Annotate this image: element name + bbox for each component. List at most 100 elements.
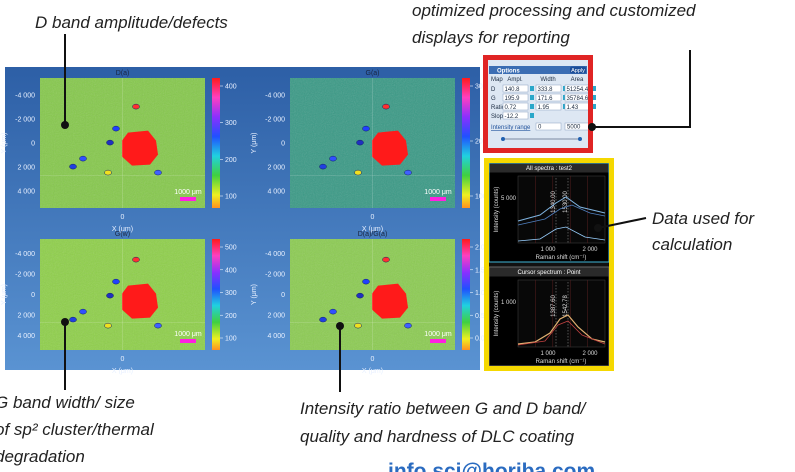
defect-spot — [382, 103, 390, 110]
colorbar-label: 100 — [475, 194, 487, 201]
y-tick-label: 4 000 — [17, 189, 35, 196]
defect-region — [122, 283, 158, 319]
row-label: Ratio — [491, 105, 506, 111]
y-tick-label: 2 000 — [17, 313, 35, 320]
leader-dot — [594, 224, 602, 232]
annotation-text: Intensity ratio between G and D band/ — [300, 399, 588, 418]
colorbar-label: 300 — [225, 120, 237, 127]
spectrum-curve — [517, 196, 606, 222]
scale-label: 1000 μm — [174, 189, 202, 196]
options-title: Options — [497, 69, 520, 75]
defect-spot — [404, 322, 412, 329]
options-header — [489, 66, 587, 74]
y-tick-label: -2 000 — [265, 116, 285, 123]
annotation-text: G band width/ size — [0, 393, 135, 412]
y-tick-label: 4 000 — [267, 333, 285, 340]
defect-spot — [319, 163, 327, 170]
color-chip — [530, 104, 534, 109]
value-field[interactable] — [502, 84, 529, 93]
y-axis-label: Y (μm) — [1, 284, 8, 305]
range-field[interactable] — [535, 122, 562, 131]
map: G(a) 1000 μm -4 000 -2 000 0 2 000 4 000 Y (μm)… — [251, 70, 487, 233]
y-tick-label: 0 — [31, 141, 35, 148]
colorbar — [462, 239, 470, 350]
slider-knob[interactable] — [501, 137, 505, 141]
value-field[interactable] — [502, 102, 529, 111]
colorbar-label: 200 — [475, 139, 487, 146]
value-field[interactable] — [535, 102, 562, 111]
scale-label: 1000 μm — [424, 189, 452, 196]
defect-spot — [362, 125, 370, 132]
spectrum-title: Cursor spectrum : Point — [517, 270, 580, 276]
y-axis-label: Y (μm) — [251, 132, 258, 153]
value-text: 51254.4 — [567, 87, 589, 93]
color-chip — [592, 86, 596, 91]
peak-label: 1542.78 — [563, 295, 569, 317]
maps: D(a) 1000 μm -4 000 -2 000 0 2 000 4 000 Y (μm)… — [1, 70, 487, 375]
y-axis-label: Y (μm) — [251, 284, 258, 305]
apply-label: Apply — [571, 68, 585, 74]
colorbar — [212, 78, 220, 208]
value-field[interactable] — [502, 111, 529, 120]
y-tick-label: 0 — [31, 292, 35, 299]
spectrum-curve — [517, 314, 606, 345]
value-field[interactable] — [535, 84, 562, 93]
defect-spot — [354, 322, 362, 329]
x-axis-label: X (μm) — [112, 368, 133, 375]
row-label: Slope — [491, 114, 507, 120]
value-text: 333.8 — [538, 87, 554, 93]
peak-label: 1340.00 — [551, 191, 557, 213]
color-chip — [530, 86, 534, 91]
colorbar-label: 100 — [225, 336, 237, 343]
peak-label: 1387.60 — [551, 295, 557, 317]
y-axis-label: Intensity (counts) — [494, 291, 500, 337]
row-label: D — [491, 87, 496, 93]
defect-spot — [106, 292, 114, 299]
range-value: 5000 — [567, 125, 581, 131]
defect-spot — [329, 155, 337, 162]
defect-spot — [404, 169, 412, 176]
value-text: 1.95 — [538, 105, 550, 111]
value-text: 1.43 — [567, 105, 579, 111]
defect-spot — [69, 316, 77, 323]
colorbar-label: 300 — [225, 290, 237, 297]
x-tick-label: 1 000 — [540, 247, 556, 253]
spectra-highlight — [484, 158, 614, 371]
color-chip — [530, 113, 534, 118]
y-tick-label: 0 — [281, 141, 285, 148]
colorbar-label: 1.5 — [475, 267, 485, 274]
scale-bar — [430, 339, 446, 343]
defect-spot — [106, 139, 114, 146]
value-field[interactable] — [502, 93, 529, 102]
annotation-text: optimized processing and customized — [412, 1, 696, 20]
defect-spot — [362, 278, 370, 285]
scale-bar — [430, 197, 446, 201]
defect-region — [372, 283, 408, 319]
y-tick-label: 5 000 — [501, 196, 517, 202]
annotations: D band amplitude/defects optimized proces… — [0, 1, 755, 472]
defect-spot — [104, 169, 112, 176]
defect-spot — [382, 256, 390, 263]
x-axis-label: X (μm) — [362, 368, 383, 375]
leader-dot — [588, 123, 596, 131]
x-axis-label: X (μm) — [362, 226, 383, 233]
range-value: 0 — [538, 125, 542, 131]
apply-button[interactable] — [570, 66, 586, 74]
y-tick-label: 2 000 — [17, 165, 35, 172]
scale-label: 1000 μm — [424, 331, 452, 338]
annotation-text: D band amplitude/defects — [35, 13, 228, 32]
x-tick-label: 0 — [371, 214, 375, 221]
defect-spot — [319, 316, 327, 323]
slider-knob[interactable] — [578, 137, 582, 141]
spectrum-titlebar — [489, 267, 609, 277]
defect-spot — [354, 169, 362, 176]
value-text: 140.8 — [505, 87, 521, 93]
annotation-text: Data used for — [652, 209, 755, 228]
value-text: 171.6 — [538, 96, 554, 102]
value-text: 35784.6 — [567, 96, 589, 102]
leader-dot — [336, 322, 344, 330]
defect-spot — [356, 292, 364, 299]
value-field[interactable] — [535, 93, 562, 102]
column-header: Area — [571, 77, 584, 83]
map-title: G(a) — [366, 70, 380, 77]
